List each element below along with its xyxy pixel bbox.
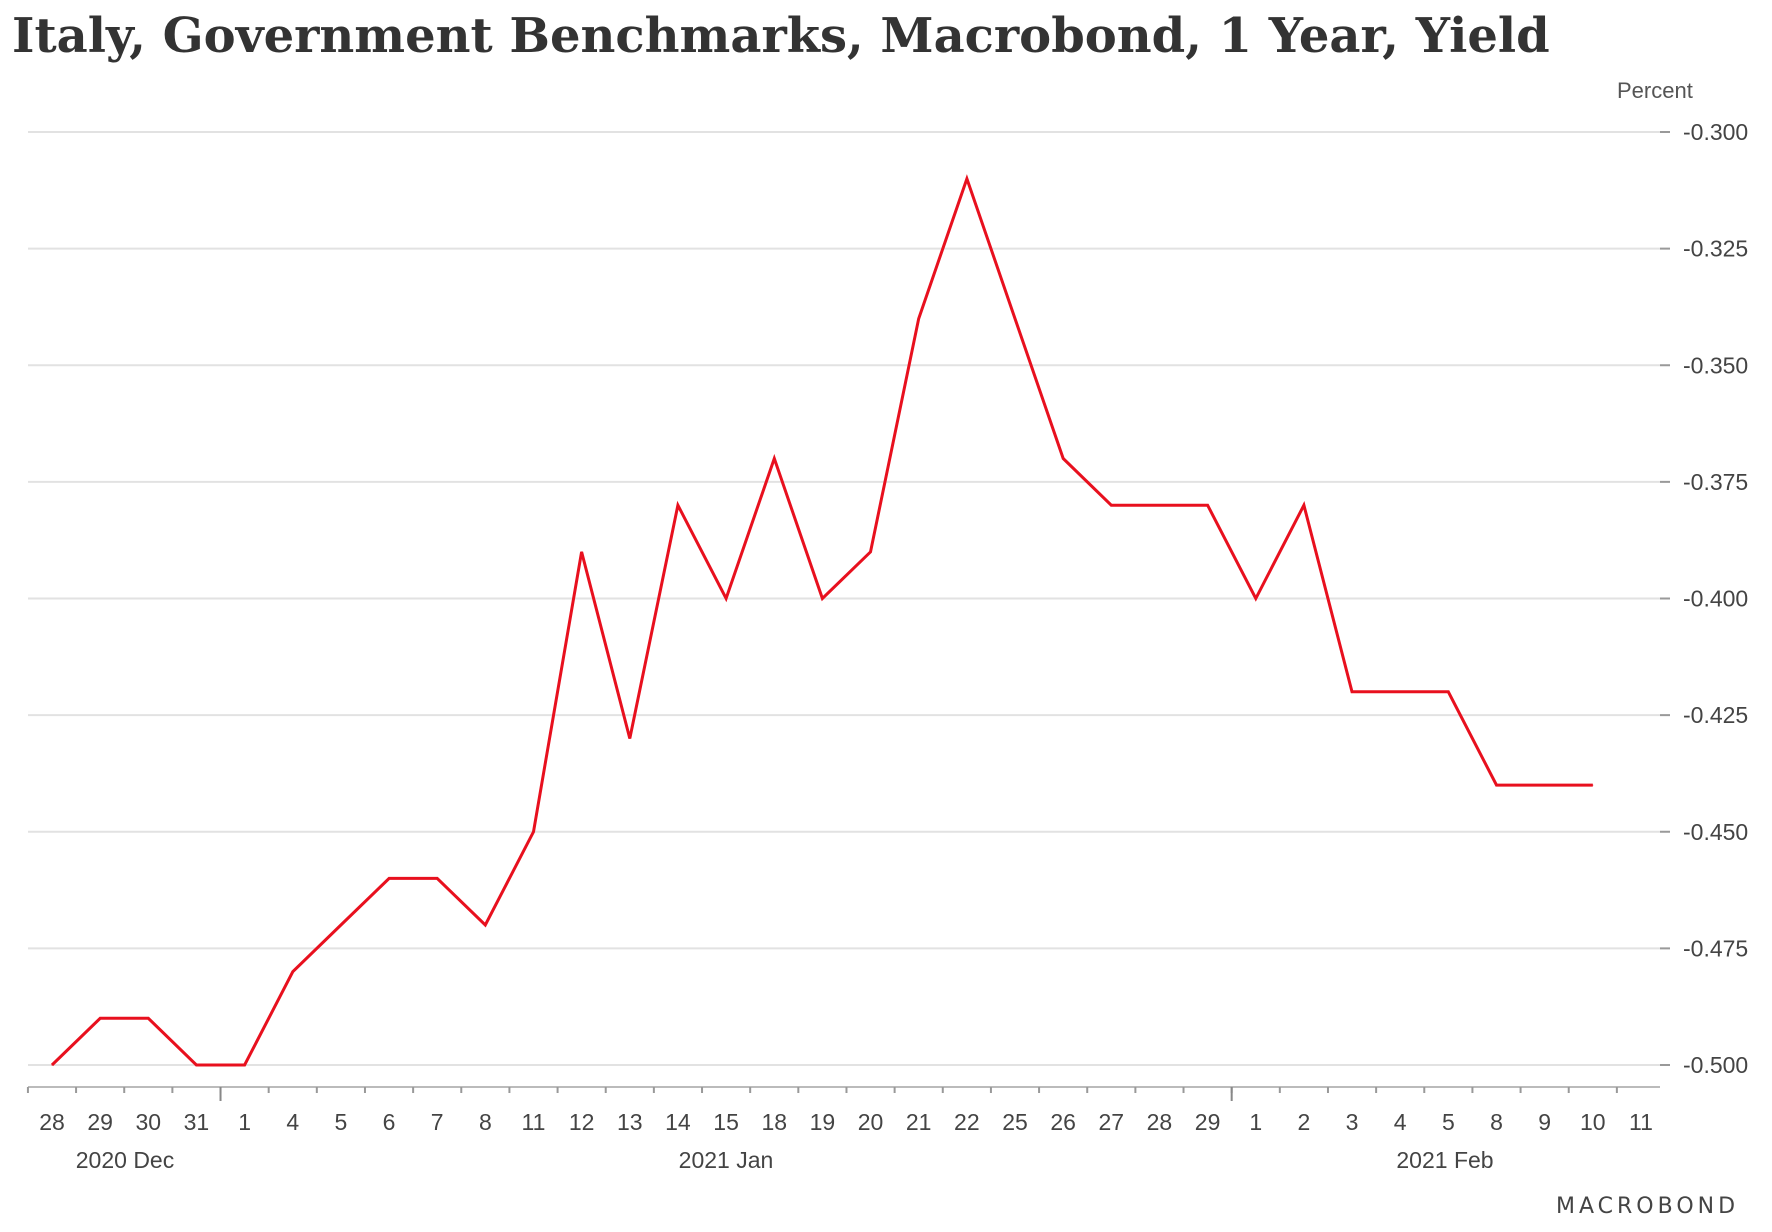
- x-tick-label: 25: [1002, 1109, 1028, 1135]
- data-point: [581, 551, 583, 553]
- data-point: [870, 551, 872, 553]
- data-point: [629, 737, 631, 739]
- data-point: [918, 318, 920, 320]
- y-tick-label: -0.375: [1683, 469, 1748, 495]
- y-axis: -0.300 -0.325 -0.350 -0.375 -0.400 -0.425 -0.4…: [1660, 119, 1748, 1078]
- x-tick-label: 15: [713, 1109, 739, 1135]
- x-axis: 28 29 30 31 1 4 5 6 7 8 11 12 13 14 15 18 19 20 21 22 25 26 27…: [26, 1086, 1660, 1173]
- x-tick-label: 18: [761, 1109, 787, 1135]
- brand-logo: MACROBOND: [1556, 1194, 1740, 1219]
- x-tick-label: 21: [906, 1109, 932, 1135]
- x-tick-label: 19: [810, 1109, 836, 1135]
- data-point: [1544, 784, 1546, 786]
- x-tick-label: 28: [1147, 1109, 1173, 1135]
- month-label: 2021 Feb: [1396, 1147, 1493, 1173]
- y-tick-label: -0.325: [1683, 236, 1748, 262]
- x-tick-label: 1: [238, 1109, 251, 1135]
- series-group: [50, 174, 1594, 1067]
- data-point: [147, 1017, 149, 1019]
- x-tick-label: 3: [1346, 1109, 1359, 1135]
- x-tick-label: 5: [1442, 1109, 1455, 1135]
- x-tick-label: 10: [1580, 1109, 1606, 1135]
- data-point: [436, 877, 438, 879]
- data-point: [1496, 784, 1497, 786]
- x-tick-label: 8: [479, 1109, 492, 1135]
- data-point: [725, 598, 727, 599]
- month-label: 2021 Jan: [679, 1147, 774, 1173]
- x-tick-label: 29: [1195, 1109, 1221, 1135]
- y-tick-label: -0.425: [1683, 702, 1748, 728]
- month-label: 2020 Dec: [76, 1147, 174, 1173]
- data-point: [388, 877, 390, 879]
- x-tick-label: 9: [1538, 1109, 1551, 1135]
- x-tick-label: 29: [87, 1109, 113, 1135]
- x-tick-label: 11: [1629, 1109, 1653, 1135]
- data-point: [244, 1064, 246, 1066]
- data-point: [533, 831, 534, 833]
- x-tick-label: 28: [39, 1109, 65, 1135]
- data-point: [966, 178, 968, 180]
- data-point: [1447, 691, 1449, 693]
- data-point: [677, 504, 679, 506]
- data-point: [1303, 504, 1305, 506]
- data-point: [1207, 504, 1209, 506]
- data-point: [1062, 458, 1064, 460]
- chart-title: Italy, Government Benchmarks, Macrobond,…: [12, 8, 1550, 64]
- x-tick-label: 30: [136, 1109, 162, 1135]
- x-tick-label: 20: [858, 1109, 884, 1135]
- gridlines: [28, 131, 1660, 1066]
- x-tick-label: 27: [1099, 1109, 1125, 1135]
- x-tick-label: 4: [286, 1109, 299, 1135]
- data-point: [1351, 691, 1353, 693]
- y-tick-label: -0.300: [1683, 119, 1748, 145]
- data-point: [51, 1064, 53, 1066]
- data-point: [1110, 504, 1112, 506]
- data-point: [99, 1017, 101, 1019]
- x-tick-label: 12: [569, 1109, 595, 1135]
- data-point: [340, 924, 342, 926]
- series-line: [50, 174, 1593, 1067]
- y-tick-label: -0.400: [1683, 586, 1748, 612]
- data-point: [1014, 318, 1016, 320]
- x-tick-label: 4: [1394, 1109, 1407, 1135]
- y-tick-label: -0.350: [1683, 352, 1748, 378]
- data-point: [1399, 691, 1401, 693]
- x-tick-label: 31: [184, 1109, 210, 1135]
- x-tick-label: 2: [1298, 1109, 1311, 1135]
- y-tick-label: -0.450: [1683, 819, 1748, 845]
- x-tick-label: 14: [665, 1109, 691, 1135]
- x-tick-label: 8: [1490, 1109, 1503, 1135]
- y-tick-label: -0.500: [1683, 1052, 1748, 1078]
- data-point: [1592, 784, 1594, 786]
- data-point: [1158, 504, 1160, 506]
- data-point: [484, 924, 486, 926]
- x-tick-label: 26: [1050, 1109, 1076, 1135]
- data-point: [292, 971, 294, 973]
- x-tick-label: 5: [335, 1109, 348, 1135]
- data-point: [195, 1064, 197, 1066]
- x-tick-label: 13: [617, 1109, 643, 1135]
- data-point: [1255, 598, 1257, 599]
- x-tick-label: 7: [431, 1109, 444, 1135]
- x-tick-label: 1: [1249, 1109, 1262, 1135]
- data-point: [773, 458, 775, 460]
- y-tick-label: -0.475: [1683, 935, 1748, 961]
- unit-label: Percent: [1617, 78, 1693, 103]
- x-tick-label: 22: [954, 1109, 980, 1135]
- x-tick-label: 6: [383, 1109, 396, 1135]
- data-point: [821, 598, 823, 599]
- x-tick-label: 11: [522, 1109, 546, 1135]
